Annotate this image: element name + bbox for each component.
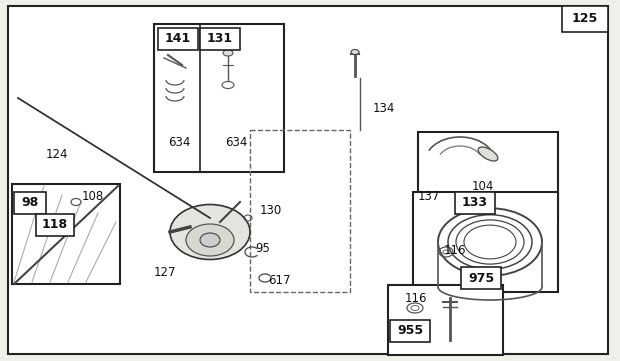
Text: 134: 134 bbox=[373, 101, 396, 114]
Text: 116: 116 bbox=[405, 291, 428, 304]
Text: 617: 617 bbox=[268, 274, 291, 287]
Ellipse shape bbox=[186, 224, 234, 256]
Bar bbox=[12, 184, 120, 284]
Text: 955: 955 bbox=[397, 325, 423, 338]
Ellipse shape bbox=[223, 50, 233, 56]
Text: 108: 108 bbox=[82, 190, 104, 203]
Ellipse shape bbox=[351, 49, 359, 55]
Bar bbox=[418, 132, 558, 220]
Text: 634: 634 bbox=[225, 135, 247, 148]
Bar bbox=[154, 24, 284, 172]
Bar bbox=[250, 130, 350, 292]
Text: 125: 125 bbox=[572, 13, 598, 26]
Bar bbox=[461, 267, 501, 289]
Bar bbox=[562, 6, 608, 32]
Text: 131: 131 bbox=[207, 32, 233, 45]
Bar bbox=[14, 192, 46, 214]
Text: 975: 975 bbox=[468, 271, 494, 284]
Text: 104: 104 bbox=[472, 179, 494, 192]
Text: eReplacementParts.com: eReplacementParts.com bbox=[208, 196, 412, 214]
Text: 127: 127 bbox=[154, 265, 177, 278]
Text: 133: 133 bbox=[462, 196, 488, 209]
Ellipse shape bbox=[200, 233, 220, 247]
Text: 98: 98 bbox=[21, 196, 38, 209]
Bar bbox=[455, 192, 495, 214]
Bar bbox=[413, 192, 558, 292]
Text: 130: 130 bbox=[260, 204, 282, 217]
Text: 634: 634 bbox=[168, 135, 190, 148]
Text: 95: 95 bbox=[255, 242, 270, 255]
Ellipse shape bbox=[478, 147, 498, 161]
Bar bbox=[158, 28, 198, 50]
Bar bbox=[200, 28, 240, 50]
Text: 118: 118 bbox=[42, 218, 68, 231]
Ellipse shape bbox=[170, 204, 250, 260]
Text: 116: 116 bbox=[444, 244, 466, 257]
Bar bbox=[388, 285, 503, 355]
Text: 124: 124 bbox=[46, 148, 68, 161]
Text: 141: 141 bbox=[165, 32, 191, 45]
Bar bbox=[390, 320, 430, 342]
Text: 137: 137 bbox=[418, 191, 440, 204]
Bar bbox=[36, 214, 74, 236]
